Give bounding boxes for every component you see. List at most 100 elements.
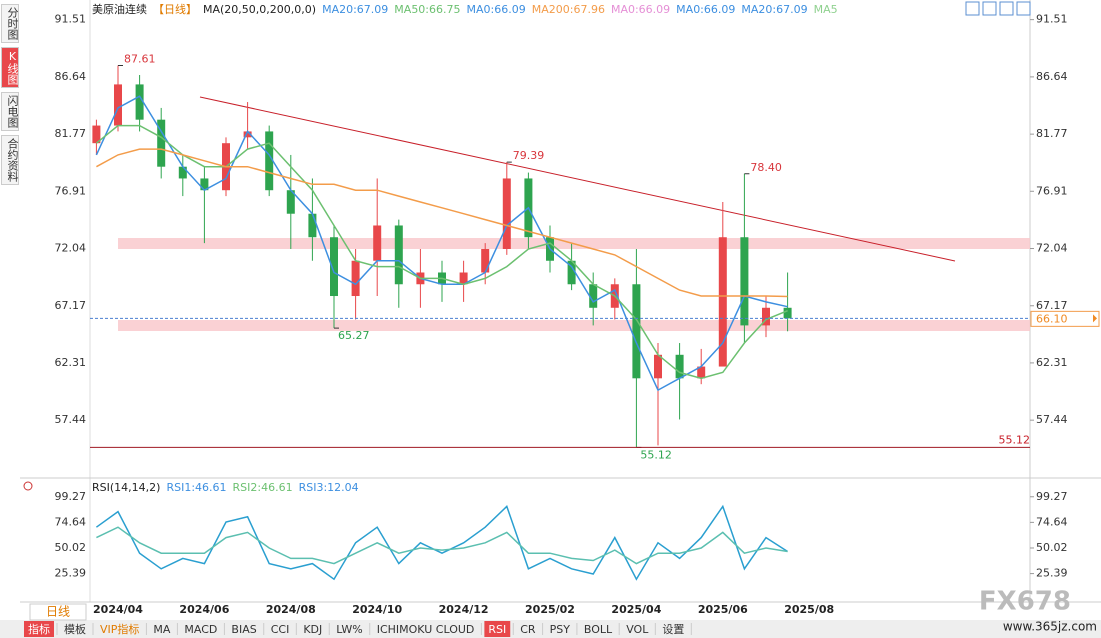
candle-body [762, 307, 770, 326]
y-tick-label: 67.17 [55, 299, 87, 312]
candle-body [286, 190, 295, 214]
candle-body [308, 213, 317, 238]
site-url: www.365jz.com [1003, 620, 1097, 634]
candle-body [92, 125, 101, 144]
y-tick-label: 62.31 [55, 356, 87, 369]
toolbar-active[interactable] [24, 621, 54, 637]
toolbar-item[interactable]: VOL [626, 623, 649, 636]
high-label: 87.61 [124, 52, 156, 65]
legend-label: RSI2:46.61 [233, 481, 293, 494]
candle-body [373, 225, 382, 261]
candle-body [481, 248, 490, 273]
toolbar-item[interactable]: MACD [184, 623, 217, 636]
toolbar-icons [965, 1, 1031, 16]
x-tick-label: 2024/04 [93, 603, 143, 616]
legend-label: MA0:66.09 [676, 3, 735, 16]
toolbar-item[interactable]: 指标 [28, 622, 50, 636]
candle-body [114, 84, 122, 126]
y-tick-label: 86.64 [1036, 70, 1068, 83]
low-label: 55.12 [640, 448, 672, 461]
rsi-line [96, 526, 788, 565]
y-tick-label: 74.64 [55, 515, 87, 528]
y-tick-label: 57.44 [55, 413, 87, 426]
settings-icon[interactable] [23, 481, 33, 491]
candle-body [718, 237, 727, 367]
y-tick-label: 50.02 [1036, 541, 1068, 554]
toolbar-item[interactable]: BOLL [584, 623, 613, 636]
last-price-box [1030, 310, 1100, 327]
period-label: 【日线】 [153, 2, 197, 16]
toolbar-item[interactable]: 设置 [662, 623, 684, 636]
toolbar-item[interactable]: ICHIMOKU CLOUD [377, 623, 475, 636]
y-tick-label: 76.91 [1036, 184, 1068, 197]
toolbar-item[interactable]: KDJ [303, 623, 322, 636]
y-tick-label: 91.51 [55, 13, 87, 26]
high-label: 79.39 [513, 149, 545, 162]
side-tab[interactable]: 合约资料 [1, 135, 19, 185]
y-tick-label: 72.04 [55, 242, 87, 255]
legend-label: MA0:66.09 [611, 3, 670, 16]
x-tick-label: 2024/10 [352, 603, 402, 616]
candle-body [654, 354, 662, 379]
candle-body [351, 260, 360, 297]
ma-line [96, 148, 788, 298]
candle-body [740, 237, 749, 326]
side-tab[interactable]: 分时图 [1, 4, 19, 43]
toolbar-bg [0, 620, 1101, 638]
candle-body [330, 237, 338, 297]
icon[interactable] [965, 1, 980, 16]
toolbar-item[interactable]: PSY [550, 623, 571, 636]
legend-label: RSI1:46.61 [166, 481, 226, 494]
support-label: 55.12 [999, 433, 1031, 446]
candle-body [675, 354, 684, 379]
y-tick-label: 25.39 [55, 567, 87, 580]
y-tick-label: 81.77 [55, 127, 87, 140]
toolbar-item[interactable]: MA [153, 623, 170, 636]
legend-label: MA50:66.75 [394, 3, 460, 16]
candle-body [265, 131, 274, 191]
y-tick-label: 62.31 [1036, 356, 1068, 369]
zone-band [118, 320, 1030, 331]
y-tick-label: 67.17 [1036, 299, 1068, 312]
icon[interactable] [1016, 1, 1031, 16]
toolbar-active[interactable] [484, 621, 511, 637]
low-label: 65.27 [338, 329, 370, 342]
candle-body [394, 225, 403, 285]
candle-body [632, 284, 641, 379]
toolbar-item[interactable]: RSI [488, 623, 506, 636]
candle-body [243, 131, 252, 138]
y-tick-label: 25.39 [1036, 567, 1068, 580]
chart-title: RSI(14,14,2) [92, 481, 160, 494]
legend-label: MA20:67.09 [741, 3, 807, 16]
toolbar-item[interactable]: CCI [271, 623, 290, 636]
chart-title: 美原油连续 [92, 2, 147, 16]
last-price-label: 66.10 [1036, 312, 1068, 325]
legend-label: MA20:67.09 [322, 3, 388, 16]
y-tick-label: 76.91 [55, 184, 87, 197]
x-tick-label: 2024/08 [266, 603, 316, 616]
toolbar-item[interactable]: VIP指标 [100, 622, 139, 636]
y-tick-label: 91.51 [1036, 13, 1068, 26]
y-tick-label: 50.02 [55, 541, 87, 554]
candle-body [697, 366, 706, 379]
icon[interactable] [982, 1, 997, 16]
x-tick-label: 2025/04 [611, 603, 661, 616]
period-tab[interactable]: 日线 [46, 605, 70, 619]
toolbar-item[interactable]: LW% [336, 623, 362, 636]
last-price-marker [1093, 314, 1097, 323]
toolbar-item[interactable]: CR [520, 623, 536, 636]
candle-body [157, 119, 166, 167]
ma-params: MA(20,50,0,200,0,0) [203, 3, 316, 16]
legend-label: RSI3:12.04 [299, 481, 359, 494]
legend-label: MA0:66.09 [467, 3, 526, 16]
y-tick-label: 81.77 [1036, 127, 1068, 140]
y-tick-label: 86.64 [55, 70, 87, 83]
side-tab[interactable]: K线图 [1, 47, 19, 88]
period-tab-bg[interactable] [29, 603, 87, 621]
toolbar-item[interactable]: BIAS [231, 623, 256, 636]
candle-body [783, 307, 792, 319]
toolbar-item[interactable]: 模板 [64, 622, 86, 636]
icon[interactable] [999, 1, 1014, 16]
side-tab[interactable]: 闪电图 [1, 92, 19, 131]
